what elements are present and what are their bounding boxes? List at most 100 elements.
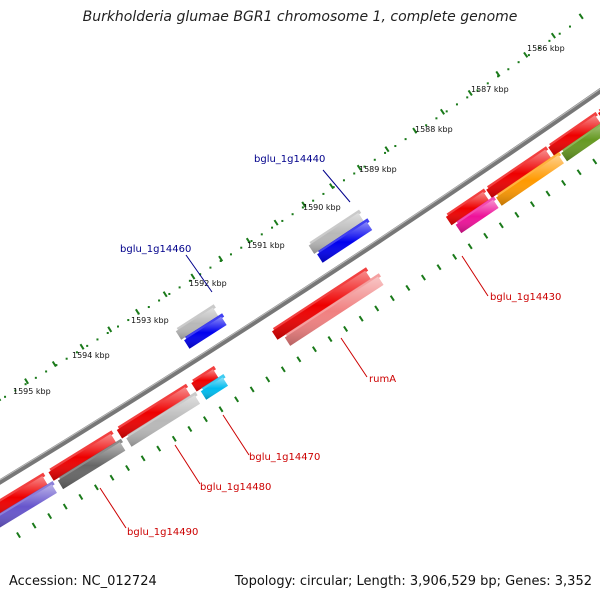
strand-tick [467,243,473,250]
ruler-dot [14,389,17,392]
ruler-dot [301,206,304,209]
strand-tick [420,274,426,281]
strand-tick [561,179,567,186]
gene-bglu_1g14430-g[interactable] [561,115,600,162]
gene-bglu_1g14460-rna[interactable] [184,313,227,349]
ruler-tick [523,51,529,58]
ruler-dot [147,306,150,309]
ruler-dot [404,138,407,141]
ruler-dot [507,68,510,71]
ruler-dot [332,186,335,189]
ruler-dot [229,253,232,256]
strand-tick [47,512,53,520]
strand-tick [156,445,162,452]
strand-tick [296,356,302,363]
gene-bglu_1g14500[interactable] [0,472,48,519]
gene-label-bglu_1g14470[interactable]: bglu_1g14470 [249,452,320,463]
callout-line-rumA [340,337,368,378]
strand-tick [311,346,317,353]
strand-tick [389,295,395,302]
ruler-dot [24,383,27,386]
gene-bglu_1g14430-a[interactable] [445,188,489,226]
tick-label: 1595 kbp [13,387,51,396]
strand-tick [529,201,535,208]
ruler-tick [245,237,251,244]
strand-tick [374,305,380,312]
strand-tick [452,253,458,260]
ruler-dot [497,75,500,78]
ruler-dot [209,266,212,269]
strand-tick [93,484,99,491]
strand-tick [514,211,520,218]
gene-rumA-feature[interactable] [284,273,384,346]
gene-bglu_1g14480-feature[interactable] [126,391,200,447]
ruler-tick [24,378,30,385]
callout-line-bglu_1g14480 [174,444,201,485]
ruler-tick [79,343,85,350]
gene-bglu_1g14470[interactable] [191,365,219,392]
ruler-dot [199,273,202,276]
strand-marks [16,158,598,539]
ruler-dot [394,145,397,148]
ruler-dot [45,370,48,373]
strand-tick [280,366,286,373]
gene-label-bglu_1g14460[interactable]: bglu_1g14460 [120,244,191,255]
gene-bglu_1g14430-f[interactable] [496,151,564,206]
gene-label-bglu_1g14430[interactable]: bglu_1g14430 [490,292,561,303]
gene-bglu_1g14430-c[interactable] [548,111,600,156]
ruler-dot [538,46,541,49]
ruler-dot [116,325,119,328]
gene-bglu_1g14490-feature[interactable] [57,438,126,490]
strand-tick [265,376,271,383]
callout-line-bglu_1g14440 [322,169,351,203]
accession-text: Accession: NC_012724 [9,574,157,589]
gene-bglu_1g14430-e[interactable] [455,196,499,234]
ruler-tick [384,146,390,153]
tick-label: 1587 kbp [471,85,509,94]
map-title: Burkholderia glumae BGR1 chromosome 1, c… [82,9,518,25]
gene-label-rumA[interactable]: rumA [369,374,396,385]
gene-bglu_1g14500-feature[interactable] [0,481,57,529]
ruler-dot [476,89,479,92]
ruler-dot [250,240,253,243]
ruler-dot [486,82,489,85]
ruler-tick [51,360,57,368]
tick-label: 1592 kbp [189,279,227,288]
gene-bglu_1g14430-b[interactable] [486,146,551,198]
strand-tick [218,406,224,413]
strand-tick [592,158,598,165]
gene-bglu_1g14460[interactable] [175,304,219,340]
ruler-dot [127,319,130,322]
callout-line-bglu_1g14470 [222,414,250,456]
gene-bglu_1g14470-feature[interactable] [200,374,228,400]
gene-bglu_1g14480[interactable] [116,383,191,439]
ruler-dot [75,351,78,354]
ruler-dot [342,179,345,182]
ruler-dot [291,213,294,216]
gene-bglu_1g14440[interactable] [308,209,364,254]
ruler-dot [455,103,458,106]
gene-label-bglu_1g14490[interactable]: bglu_1g14490 [127,527,198,538]
gene-rumA[interactable] [272,267,371,340]
gene-bglu_1g14490[interactable] [48,430,116,481]
strand-tick [78,493,84,501]
callout-line-bglu_1g14430 [461,255,489,297]
tick-label: 1591 kbp [247,241,285,250]
gene-label-bglu_1g14440[interactable]: bglu_1g14440 [254,154,325,165]
gene-label-bglu_1g14480[interactable]: bglu_1g14480 [200,482,271,493]
strand-tick [405,284,411,291]
ruler-dot [106,331,109,334]
ruler-dot [384,151,387,154]
ruler-tick [495,70,501,77]
strand-tick [125,464,130,472]
ruler-tick [356,164,362,171]
tick-label: 1593 kbp [131,316,169,325]
ruler-tick [107,326,113,333]
ruler-tick [273,219,279,226]
strand-tick [234,396,240,403]
ruler-labels: 1586 kbp 1587 kbp 1588 kbp 1589 kbp 1590… [13,44,565,396]
ruler-dot [271,226,274,229]
tick-label: 1589 kbp [359,165,397,174]
gene-bglu_1g14440-rna[interactable] [317,218,373,263]
ruler-tick [162,291,168,298]
